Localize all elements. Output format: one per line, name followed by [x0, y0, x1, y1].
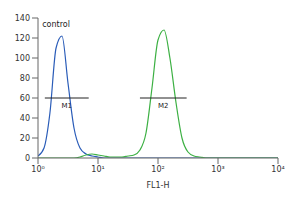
svg-text:FL1-H: FL1-H [146, 181, 169, 190]
svg-text:10⁴: 10⁴ [271, 165, 284, 174]
svg-text:10⁰: 10⁰ [31, 165, 44, 174]
svg-text:M1: M1 [62, 102, 73, 110]
svg-text:10¹: 10¹ [91, 165, 104, 174]
svg-text:20: 20 [20, 134, 30, 143]
svg-text:40: 40 [20, 114, 30, 123]
svg-text:M2: M2 [158, 102, 169, 110]
svg-text:control: control [42, 20, 70, 29]
svg-text:0: 0 [25, 154, 30, 163]
svg-text:60: 60 [20, 94, 30, 103]
svg-text:80: 80 [20, 74, 30, 83]
svg-text:100: 100 [15, 54, 30, 63]
svg-text:10²: 10² [151, 165, 164, 174]
svg-text:120: 120 [15, 34, 30, 43]
svg-text:140: 140 [15, 14, 30, 23]
svg-text:10³: 10³ [211, 165, 224, 174]
